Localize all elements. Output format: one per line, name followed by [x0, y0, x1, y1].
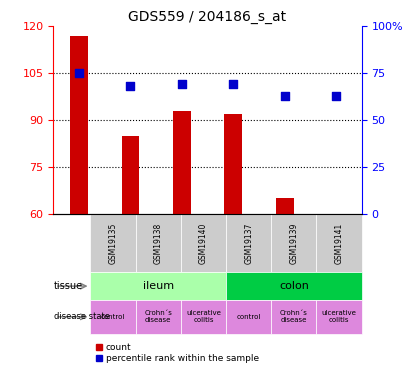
- Text: tissue: tissue: [54, 281, 83, 291]
- Text: Crohn´s
disease: Crohn´s disease: [280, 310, 308, 323]
- FancyBboxPatch shape: [226, 272, 362, 300]
- FancyBboxPatch shape: [90, 300, 136, 334]
- Text: ulcerative
colitis: ulcerative colitis: [322, 310, 356, 323]
- Text: ulcerative
colitis: ulcerative colitis: [186, 310, 221, 323]
- Point: [127, 83, 134, 89]
- Point: [178, 81, 185, 87]
- Point: [333, 93, 339, 99]
- FancyBboxPatch shape: [271, 300, 316, 334]
- FancyBboxPatch shape: [271, 214, 316, 272]
- Bar: [276, 198, 293, 214]
- Bar: [122, 136, 139, 214]
- Text: GSM19140: GSM19140: [199, 222, 208, 264]
- FancyBboxPatch shape: [226, 214, 271, 272]
- Bar: [173, 111, 191, 214]
- Point: [281, 93, 288, 99]
- Text: GSM19139: GSM19139: [289, 222, 298, 264]
- FancyBboxPatch shape: [90, 272, 226, 300]
- Text: control: control: [236, 314, 261, 320]
- FancyBboxPatch shape: [136, 214, 181, 272]
- FancyBboxPatch shape: [90, 214, 136, 272]
- Text: Crohn´s
disease: Crohn´s disease: [144, 310, 172, 323]
- Text: GSM19135: GSM19135: [109, 222, 118, 264]
- Text: disease state: disease state: [54, 312, 110, 321]
- Point: [230, 81, 237, 87]
- FancyBboxPatch shape: [136, 300, 181, 334]
- FancyBboxPatch shape: [181, 300, 226, 334]
- FancyBboxPatch shape: [316, 300, 362, 334]
- Text: control: control: [101, 314, 125, 320]
- Text: GSM19141: GSM19141: [335, 222, 344, 264]
- Text: ileum: ileum: [143, 281, 174, 291]
- Text: colon: colon: [279, 281, 309, 291]
- FancyBboxPatch shape: [316, 214, 362, 272]
- FancyBboxPatch shape: [226, 300, 271, 334]
- Text: GSM19138: GSM19138: [154, 222, 163, 264]
- Bar: [224, 114, 242, 214]
- FancyBboxPatch shape: [181, 214, 226, 272]
- Title: GDS559 / 204186_s_at: GDS559 / 204186_s_at: [129, 10, 286, 24]
- Text: GSM19137: GSM19137: [244, 222, 253, 264]
- Point: [76, 70, 82, 76]
- Bar: [70, 36, 88, 214]
- Legend: count, percentile rank within the sample: count, percentile rank within the sample: [95, 343, 259, 363]
